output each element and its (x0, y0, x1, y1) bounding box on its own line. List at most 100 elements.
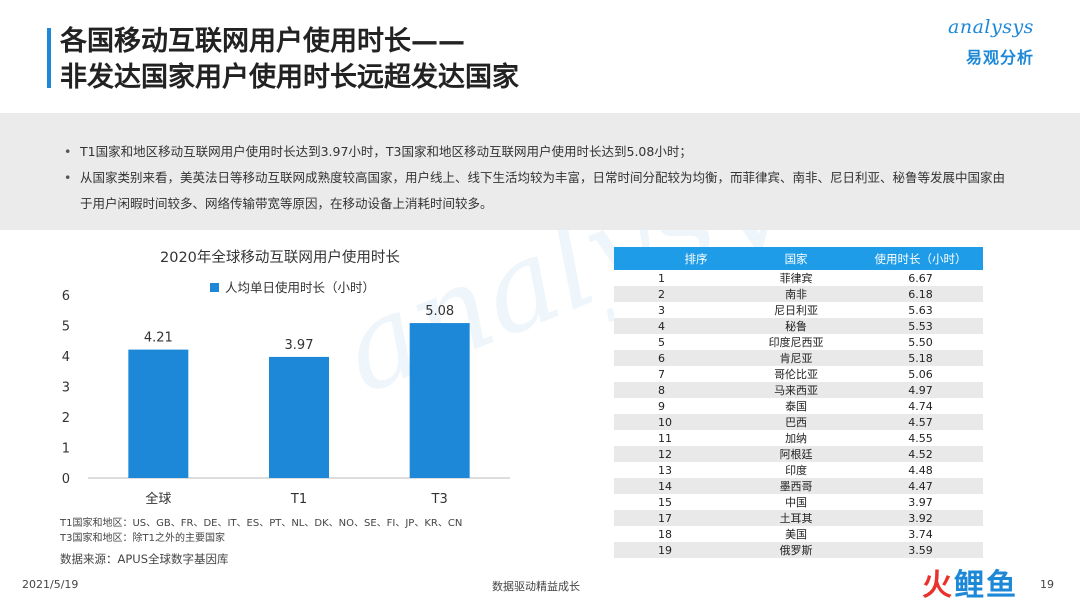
cell-rank: 19 (614, 542, 735, 558)
page-title: 各国移动互联网用户使用时长—— 非发达国家用户使用时长远超发达国家 (60, 24, 519, 96)
cell-hours: 4.55 (858, 430, 983, 446)
cell-rank: 3 (614, 302, 735, 318)
summary-bullet-1: T1国家和地区移动互联网用户使用时长达到3.97小时，T3国家和地区移动互联网用… (64, 139, 1010, 165)
footer-date: 2021/5/19 (22, 578, 79, 591)
cell-hours: 4.48 (858, 462, 983, 478)
cell-rank: 17 (614, 510, 735, 526)
header-country: 国家 (734, 247, 859, 270)
corner-watermark: 火鲤鱼 (922, 560, 1018, 604)
cell-country: 巴西 (734, 414, 859, 430)
title-line-1: 各国移动互联网用户使用时长—— (60, 26, 465, 57)
summary-box: T1国家和地区移动互联网用户使用时长达到3.97小时，T3国家和地区移动互联网用… (0, 113, 1080, 230)
analysys-logo: analysys 易观分析 (948, 16, 1058, 72)
summary-bullet-2: 从国家类别来看，美英法日等移动互联网成熟度较高国家，用户线上、线下生活均较为丰富… (64, 165, 1010, 217)
y-tick-label: 4 (62, 350, 70, 365)
cell-hours: 4.97 (858, 382, 983, 398)
cell-country: 印度 (734, 462, 859, 478)
page-number: 19 (1040, 578, 1054, 591)
watermark-char-1: 火 (922, 568, 954, 603)
cell-country: 墨西哥 (734, 478, 859, 494)
cell-rank: 14 (614, 478, 735, 494)
data-source: 数据来源：APUS全球数字基因库 (60, 552, 229, 566)
cell-country: 中国 (734, 494, 859, 510)
table-row: 8 马来西亚 4.97 (614, 382, 983, 398)
x-category-label: T3 (431, 492, 448, 507)
cell-rank: 6 (614, 350, 735, 366)
x-category-label: T1 (290, 492, 307, 507)
bar (269, 356, 329, 478)
table-row: 4 秘鲁 5.53 (614, 318, 983, 334)
y-tick-label: 1 (62, 442, 70, 457)
cell-rank: 11 (614, 430, 735, 446)
cell-rank: 7 (614, 366, 735, 382)
table-row: 10 巴西 4.57 (614, 414, 983, 430)
cell-rank: 18 (614, 526, 735, 542)
bar (128, 349, 189, 478)
cell-hours: 5.63 (858, 302, 983, 318)
cell-hours: 4.57 (858, 414, 983, 430)
y-tick-label: 6 (62, 289, 70, 304)
table-row: 19 俄罗斯 3.59 (614, 542, 983, 558)
table-row: 5 印度尼西亚 5.50 (614, 334, 983, 350)
cell-rank: 12 (614, 446, 735, 462)
header-hours: 使用时长（小时） (858, 247, 983, 270)
cell-rank: 8 (614, 382, 735, 398)
title-accent-bar (47, 28, 51, 88)
watermark-char-2: 鲤 (954, 568, 986, 603)
cell-rank: 13 (614, 462, 735, 478)
y-tick-label: 3 (62, 381, 70, 396)
cell-country: 秘鲁 (734, 318, 859, 334)
cell-rank: 10 (614, 414, 735, 430)
table-row: 11 加纳 4.55 (614, 430, 983, 446)
country-ranking-table: 排序 国家 使用时长（小时） 1 菲律宾 6.67 2 南非 6.18 3 尼日利亚 5.63 4… (614, 247, 983, 558)
cell-hours: 5.06 (858, 366, 983, 382)
cell-country: 土耳其 (734, 510, 859, 526)
table-row: 1 菲律宾 6.67 (614, 270, 983, 286)
logo-chinese: 易观分析 (966, 48, 1035, 67)
table-row: 17 土耳其 3.92 (614, 510, 983, 526)
footer-slogan: 数据驱动精益成长 (492, 580, 580, 593)
cell-hours: 5.18 (858, 350, 983, 366)
bar (409, 323, 470, 478)
x-category-label: 全球 (145, 491, 171, 507)
cell-country: 俄罗斯 (734, 542, 859, 558)
cell-rank: 15 (614, 494, 735, 510)
table-row: 14 墨西哥 4.47 (614, 478, 983, 494)
y-tick-label: 2 (62, 411, 70, 426)
chart-legend: 人均单日使用时长（小时） (210, 277, 375, 296)
logo-english: analysys (948, 16, 1034, 38)
cell-hours: 4.52 (858, 446, 983, 462)
chart-title: 2020年全球移动互联网用户使用时长 (160, 250, 400, 266)
legend-label: 人均单日使用时长（小时） (225, 280, 376, 295)
cell-hours: 4.74 (858, 398, 983, 414)
table-row: 7 哥伦比亚 5.06 (614, 366, 983, 382)
bar-data-label: 5.08 (425, 304, 454, 319)
cell-hours: 3.59 (858, 542, 983, 558)
table-row: 15 中国 3.97 (614, 494, 983, 510)
table-header-row: 排序 国家 使用时长（小时） (614, 247, 983, 270)
cell-country: 印度尼西亚 (734, 334, 859, 350)
cell-hours: 5.50 (858, 334, 983, 350)
cell-hours: 5.53 (858, 318, 983, 334)
table-row: 12 阿根廷 4.52 (614, 446, 983, 462)
cell-hours: 6.67 (858, 270, 983, 286)
bar-data-label: 4.21 (144, 331, 173, 346)
cell-rank: 2 (614, 286, 735, 302)
cell-hours: 4.47 (858, 478, 983, 494)
cell-country: 美国 (734, 526, 859, 542)
cell-country: 加纳 (734, 430, 859, 446)
cell-rank: 9 (614, 398, 735, 414)
bar-data-label: 3.97 (285, 338, 314, 353)
cell-country: 肯尼亚 (734, 350, 859, 366)
watermark-char-3: 鱼 (986, 568, 1018, 603)
cell-country: 菲律宾 (734, 270, 859, 286)
bar-chart: 0 1 2 3 4 5 6 4.21 全球 3.97 T1 5.08 T3 (62, 289, 510, 507)
cell-country: 阿根廷 (734, 446, 859, 462)
cell-hours: 6.18 (858, 286, 983, 302)
legend-swatch (210, 283, 219, 292)
cell-country: 马来西亚 (734, 382, 859, 398)
cell-rank: 4 (614, 318, 735, 334)
y-tick-label: 5 (62, 320, 70, 335)
cell-country: 南非 (734, 286, 859, 302)
note-t1: T1国家和地区：US、GB、FR、DE、IT、ES、PT、NL、DK、NO、SE… (60, 518, 463, 529)
